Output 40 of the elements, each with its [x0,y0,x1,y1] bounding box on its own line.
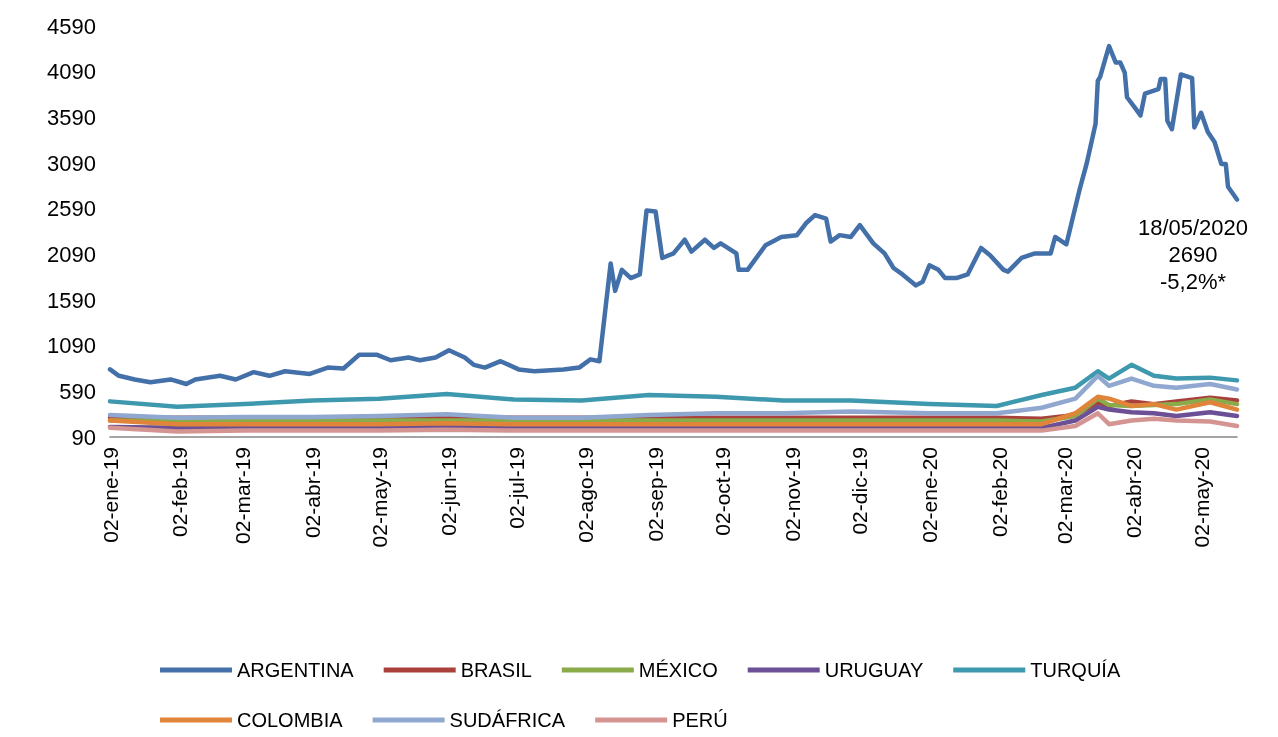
line-series [107,373,1240,421]
x-tick-label: 02-abr-20 [1122,447,1146,539]
x-tick-label: 02-ene-19 [98,447,122,543]
legend-label: TURQUÍA [1030,659,1121,681]
x-tick-label: 02-sep-19 [644,447,668,542]
y-tick-label: 4090 [47,59,96,85]
line-series [107,362,1240,410]
line-series [107,411,1240,434]
annotation: 18/05/2020 2690 -5,2%* [1137,214,1249,294]
x-tick-label: 02-jul-19 [504,447,528,529]
y-tick-label: 1590 [47,287,96,313]
y-tick-label: 3590 [47,104,96,130]
x-tick-label: 02-feb-19 [168,447,192,537]
x-tick-label: 02-may-20 [1189,447,1213,548]
line-series [107,404,1240,431]
x-tick-label: 02-nov-19 [780,447,804,542]
x-tick-label: 02-dic-19 [848,447,872,535]
y-tick-label: 590 [59,378,96,404]
x-tick-label: 02-may-19 [367,447,391,548]
x-tick-label: 02-mar-19 [230,447,254,544]
y-tick-label: 3090 [47,150,96,176]
legend-label: URUGUAY [824,659,924,681]
legend-label: ARGENTINA [237,659,355,681]
legend-label: PERÚ [672,709,728,731]
y-tick-label: 90 [71,424,96,450]
x-tick-label: 02-ene-20 [917,447,941,543]
x-tick-label: 02-jun-19 [437,447,461,536]
y-tick-label: 4590 [47,13,96,39]
x-tick-label: 02-feb-20 [987,447,1011,537]
x-tick-label: 02-abr-19 [300,447,324,539]
x-tick-label: 02-mar-20 [1052,447,1076,544]
y-tick-label: 2090 [47,241,96,267]
y-tick-label: 1090 [47,333,96,359]
y-tick-label: 2590 [47,196,96,222]
x-tick-label: 02-oct-19 [711,447,735,536]
legend-label: COLOMBIA [237,709,344,731]
legend-label: SUDÁFRICA [449,709,566,731]
x-tick-label: 02-ago-19 [574,447,598,543]
legend-label: MÉXICO [638,659,718,681]
legend-label: BRASIL [460,659,532,681]
